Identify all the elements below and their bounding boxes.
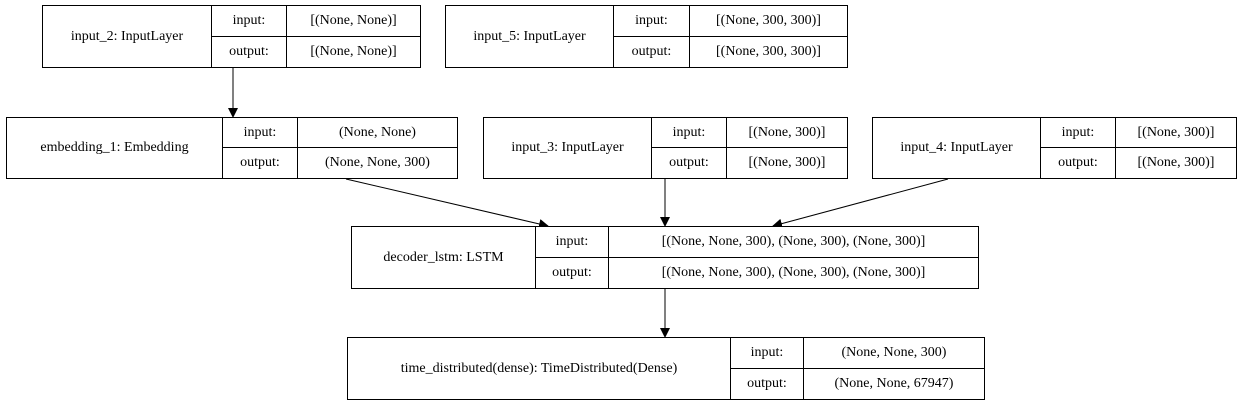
node-name: decoder_lstm: LSTM [352, 227, 536, 288]
node-decoder-lstm: decoder_lstm: LSTM input: [(None, None, … [351, 226, 979, 289]
node-time-distributed: time_distributed(dense): TimeDistributed… [347, 337, 985, 400]
input-label: input: [731, 338, 804, 369]
input-shape: (None, None) [298, 118, 457, 148]
edge-arrow-input_4-to-decoder_lstm [772, 178, 949, 229]
node-input-3: input_3: InputLayer input: [(None, 300)]… [483, 117, 848, 179]
output-label: output: [652, 148, 727, 178]
node-input-2: input_2: InputLayer input: [(None, None)… [42, 5, 421, 68]
node-embedding-1: embedding_1: Embedding input: (None, Non… [6, 117, 458, 179]
edge-arrow-embedding_1-to-decoder_lstm [345, 178, 549, 229]
node-name: input_2: InputLayer [43, 6, 212, 67]
input-label: input: [1041, 118, 1116, 148]
output-shape: [(None, 300, 300)] [716, 43, 821, 59]
node-name: time_distributed(dense): TimeDistributed… [348, 338, 731, 399]
output-label: output: [212, 36, 287, 67]
input-shape: [(None, 300, 300)] [690, 6, 847, 37]
input-label: input: [652, 118, 727, 148]
input-label: input: [614, 6, 690, 37]
node-name: input_4: InputLayer [873, 118, 1041, 178]
input-shape: [(None, 300)] [727, 118, 847, 148]
input-label: input: [536, 227, 609, 258]
output-label: output: [731, 368, 804, 399]
output-shape: [(None, None, 300), (None, 300), (None, … [661, 264, 926, 280]
output-shape: [(None, 300)] [1137, 155, 1215, 170]
node-name: input_3: InputLayer [484, 118, 652, 178]
input-shape: [(None, 300)] [1116, 118, 1236, 148]
output-shape: [(None, None)] [310, 43, 397, 59]
output-label: output: [1041, 148, 1116, 178]
output-shape: (None, None, 300) [325, 155, 430, 170]
input-shape: [(None, None, 300), (None, 300), (None, … [609, 227, 978, 258]
node-name: embedding_1: Embedding [7, 118, 223, 178]
input-label: input: [223, 118, 298, 148]
input-label: input: [212, 6, 287, 37]
output-label: output: [223, 148, 298, 178]
input-shape: [(None, None)] [287, 6, 420, 37]
output-shape: (None, None, 67947) [834, 375, 954, 391]
output-shape: [(None, 300)] [748, 155, 826, 170]
node-input-5: input_5: InputLayer input: [(None, 300, … [445, 5, 848, 68]
input-shape: (None, None, 300) [804, 338, 984, 369]
node-name: input_5: InputLayer [446, 6, 614, 67]
output-label: output: [536, 257, 609, 288]
output-label: output: [614, 36, 690, 67]
node-input-4: input_4: InputLayer input: [(None, 300)]… [872, 117, 1237, 179]
